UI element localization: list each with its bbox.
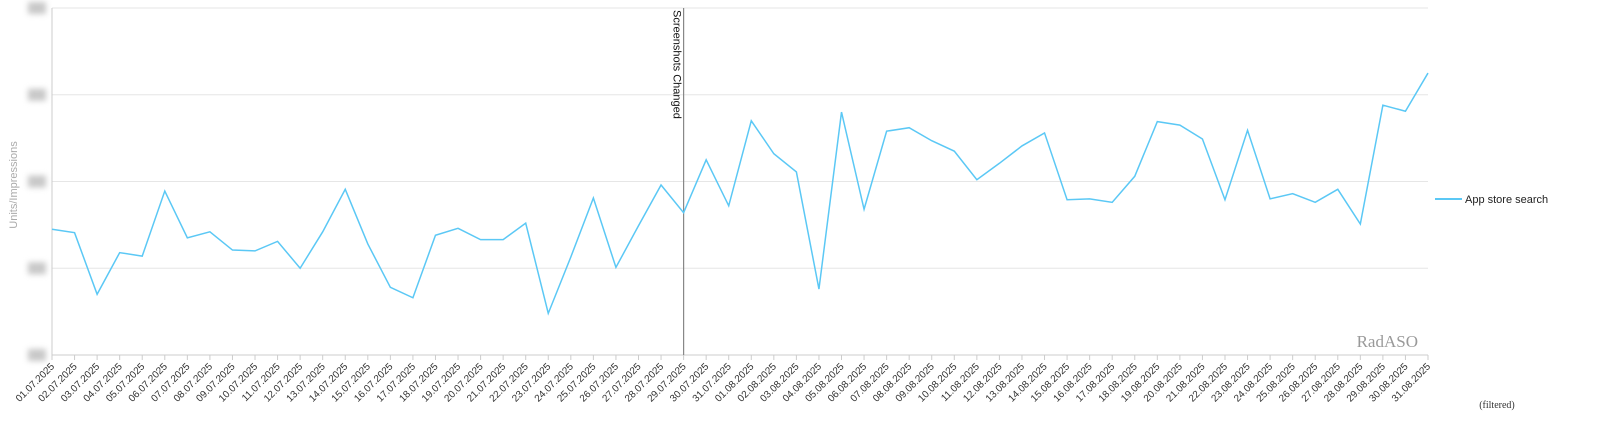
data-point[interactable]: [1268, 197, 1272, 201]
data-point[interactable]: [749, 119, 753, 123]
data-point[interactable]: [501, 238, 505, 242]
data-point[interactable]: [163, 189, 167, 193]
data-point[interactable]: [997, 161, 1001, 165]
data-point[interactable]: [1291, 192, 1295, 196]
data-point[interactable]: [411, 296, 415, 300]
data-point[interactable]: [95, 292, 99, 296]
data-point[interactable]: [1223, 198, 1227, 202]
data-point[interactable]: [50, 227, 54, 231]
data-point[interactable]: [1065, 198, 1069, 202]
data-point[interactable]: [388, 285, 392, 289]
data-point[interactable]: [1178, 123, 1182, 127]
data-point[interactable]: [1043, 131, 1047, 135]
annotation-label: Screenshots Changed: [671, 10, 683, 119]
watermark-logo: RadASO: [1357, 332, 1418, 351]
series-line: [51, 72, 1429, 316]
data-point[interactable]: [140, 254, 144, 258]
y-tick-label-blurred: [28, 175, 46, 188]
data-point[interactable]: [862, 207, 866, 211]
data-point[interactable]: [185, 236, 189, 240]
annotation-screenshots-changed: Screenshots Changed: [671, 8, 685, 355]
data-point[interactable]: [885, 129, 889, 133]
filtered-note: (filtered): [1479, 400, 1515, 411]
data-point[interactable]: [975, 178, 979, 182]
data-point[interactable]: [276, 239, 280, 243]
y-axis-title: Units/Impressions: [8, 141, 20, 229]
data-point[interactable]: [614, 265, 618, 269]
data-point[interactable]: [636, 224, 640, 228]
data-point[interactable]: [298, 266, 302, 270]
legend[interactable]: App store search: [1435, 194, 1548, 206]
data-point[interactable]: [433, 233, 437, 237]
data-point[interactable]: [727, 204, 731, 208]
data-point[interactable]: [1426, 71, 1430, 75]
legend-label[interactable]: App store search: [1465, 194, 1548, 206]
data-point[interactable]: [659, 183, 663, 187]
data-point[interactable]: [817, 287, 821, 291]
data-point[interactable]: [569, 255, 573, 259]
data-point[interactable]: [1403, 109, 1407, 113]
data-point[interactable]: [1200, 137, 1204, 141]
y-tick-label-blurred: [28, 262, 46, 275]
data-point[interactable]: [73, 231, 77, 235]
series-app-store-search: [50, 71, 1430, 316]
data-point[interactable]: [772, 152, 776, 156]
data-point[interactable]: [230, 248, 234, 252]
data-point[interactable]: [1133, 174, 1137, 178]
data-point[interactable]: [952, 149, 956, 153]
x-tick-labels: 01.07.202502.07.202503.07.202504.07.2025…: [14, 355, 1433, 405]
data-point[interactable]: [343, 187, 347, 191]
data-point[interactable]: [591, 196, 595, 200]
data-point[interactable]: [524, 221, 528, 225]
data-point[interactable]: [682, 211, 686, 215]
data-point[interactable]: [456, 226, 460, 230]
data-point[interactable]: [704, 158, 708, 162]
data-point[interactable]: [479, 238, 483, 242]
data-point[interactable]: [794, 170, 798, 174]
gridlines: [52, 7, 1428, 356]
data-point[interactable]: [1381, 103, 1385, 107]
data-point[interactable]: [118, 251, 122, 255]
y-tick-label-blurred: [28, 88, 46, 101]
data-point[interactable]: [1110, 200, 1114, 204]
data-point[interactable]: [321, 230, 325, 234]
y-tick-labels: [28, 2, 46, 361]
data-point[interactable]: [546, 311, 550, 315]
y-tick-label-blurred: [28, 349, 46, 361]
data-point[interactable]: [1246, 128, 1250, 132]
data-point[interactable]: [366, 242, 370, 246]
data-point[interactable]: [1020, 144, 1024, 148]
data-point[interactable]: [253, 249, 257, 253]
data-point[interactable]: [1088, 197, 1092, 201]
data-point[interactable]: [1358, 222, 1362, 226]
y-tick-label-blurred: [28, 2, 46, 14]
data-point[interactable]: [907, 126, 911, 130]
data-point[interactable]: [930, 139, 934, 143]
data-point[interactable]: [1313, 200, 1317, 204]
data-point[interactable]: [208, 230, 212, 234]
data-point[interactable]: [1336, 187, 1340, 191]
data-point[interactable]: [1155, 120, 1159, 124]
axes: [51, 8, 1428, 356]
data-point[interactable]: [840, 110, 844, 114]
